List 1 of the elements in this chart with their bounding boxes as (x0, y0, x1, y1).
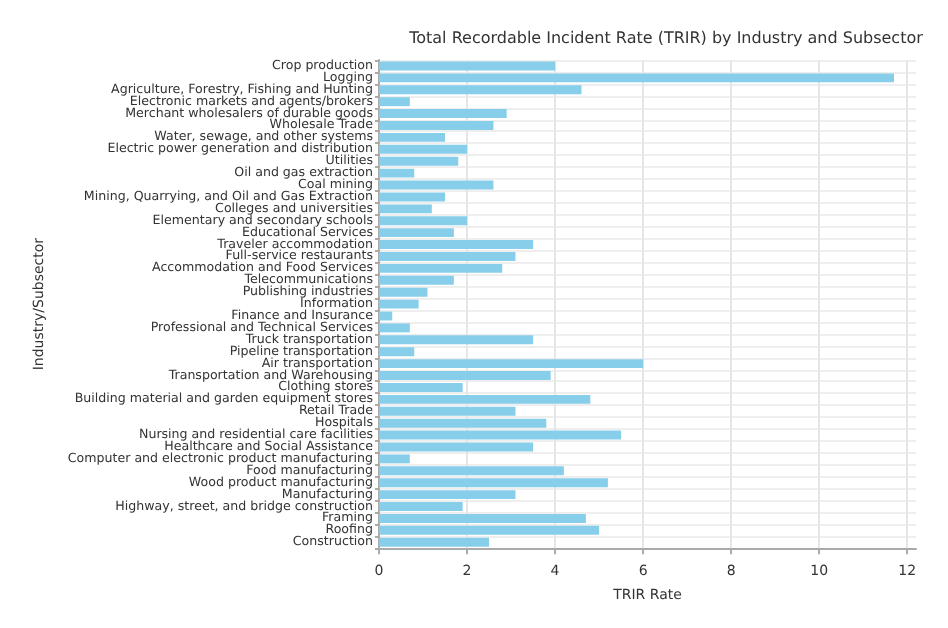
chart-title: Total Recordable Incident Rate (TRIR) by Industry and Subsector (407, 29, 925, 47)
